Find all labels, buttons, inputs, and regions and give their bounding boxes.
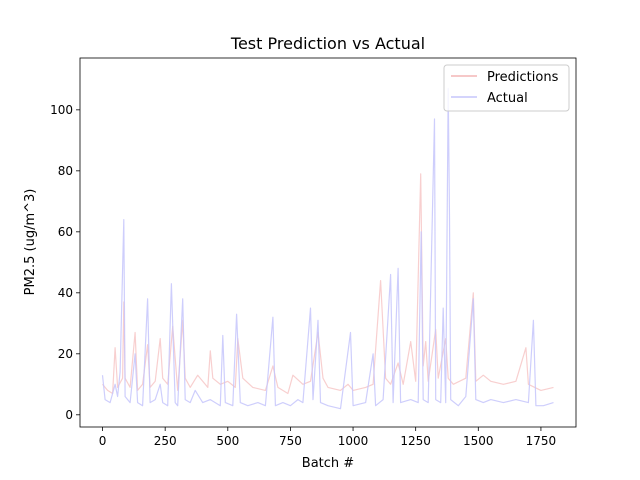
y-tick-label: 40 <box>58 286 73 300</box>
series-line-predictions <box>102 173 554 395</box>
legend: Predictions Actual <box>443 64 570 112</box>
legend-label-predictions: Predictions <box>487 70 559 85</box>
x-axis-ticks: 0 250 500 750 1000 1250 1500 1750 <box>99 427 556 448</box>
x-tick-label: 250 <box>154 434 177 448</box>
x-tick-label: 500 <box>216 434 239 448</box>
legend-label-actual: Actual <box>487 91 528 106</box>
plot-area-frame <box>79 57 577 428</box>
y-axis-label: PM2.5 (ug/m^3) <box>23 189 38 296</box>
y-tick-label: 0 <box>65 408 73 422</box>
x-axis-label: Batch # <box>302 456 354 471</box>
y-tick-label: 80 <box>58 164 73 178</box>
series-line-actual <box>101 87 554 410</box>
y-tick-label: 60 <box>58 225 73 239</box>
y-axis-ticks: 0 20 40 60 80 100 <box>50 103 80 422</box>
x-tick-label: 1250 <box>400 434 431 448</box>
x-tick-label: 1000 <box>338 434 369 448</box>
x-tick-label: 750 <box>279 434 302 448</box>
x-tick-label: 1500 <box>463 434 494 448</box>
y-tick-label: 100 <box>50 103 73 117</box>
x-tick-label: 1750 <box>526 434 557 448</box>
series-layer <box>101 87 554 410</box>
x-tick-label: 0 <box>99 434 107 448</box>
y-tick-label: 20 <box>58 347 73 361</box>
chart-title: Test Prediction vs Actual <box>230 34 425 53</box>
